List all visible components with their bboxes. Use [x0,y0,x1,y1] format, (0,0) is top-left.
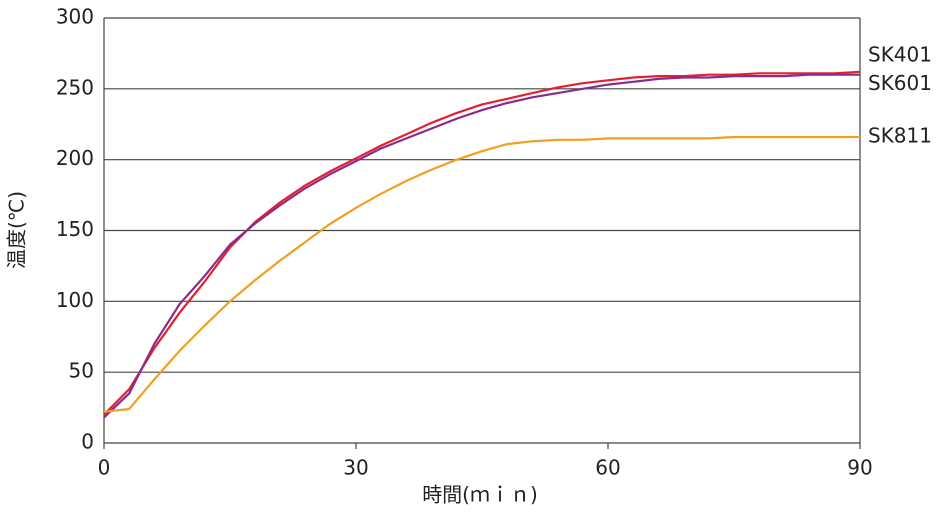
x-tick-label: 30 [343,456,368,480]
x-axis-label: 時間(ｍｉｎ) [422,483,538,507]
series-line [103,70,861,416]
y-tick-label: 150 [56,217,94,241]
y-tick-label: 200 [56,146,94,170]
y-tick-label: 50 [69,359,94,383]
series-line [103,73,860,419]
x-tick-label: 60 [595,456,620,480]
y-axis-label: 温度(℃) [5,191,29,269]
y-tick-label: 250 [56,75,94,99]
series-line [103,135,860,413]
y-tick-label: 0 [81,430,94,454]
legend-label: SK401 [868,42,932,66]
y-tick-label: 100 [56,288,94,312]
legend-label: SK601 [868,71,932,95]
x-tick-label: 0 [98,456,111,480]
x-tick-label: 90 [847,456,872,480]
y-tick-label: 300 [56,5,94,29]
legend-label: SK811 [868,124,932,148]
